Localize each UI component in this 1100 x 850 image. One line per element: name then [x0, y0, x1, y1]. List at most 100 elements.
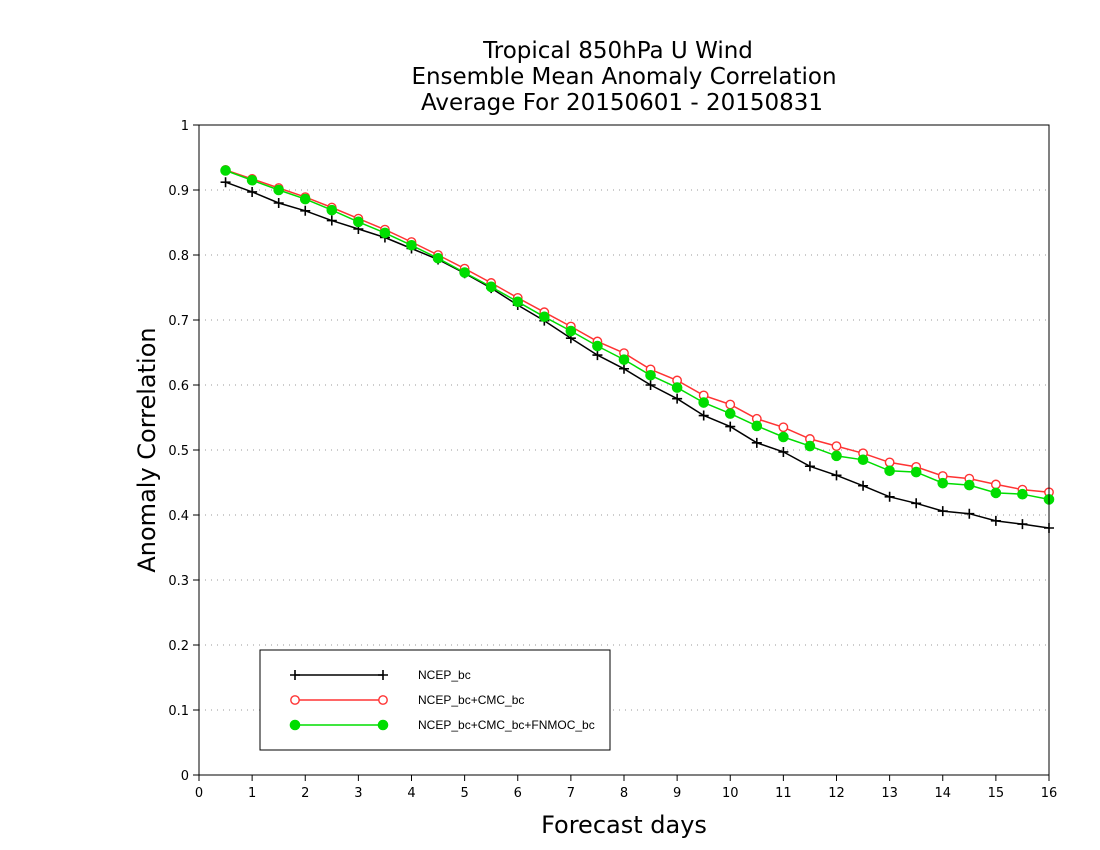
series-NCEP_bc+CMC_bc+FNMOC_bc [220, 165, 1055, 505]
x-tick-label: 0 [195, 786, 203, 801]
data-point [857, 454, 869, 466]
data-point [804, 440, 816, 452]
data-point [220, 177, 231, 188]
legend-label: NCEP_bc+CMC_bc+FNMOC_bc [418, 718, 595, 732]
y-tick-label: 0.1 [168, 704, 189, 719]
legend-item: NCEP_bc+CMC_bc+FNMOC_bc [289, 718, 595, 732]
y-tick-label: 0.6 [168, 379, 189, 394]
data-point [804, 461, 815, 472]
y-tick-label: 0 [181, 769, 189, 784]
data-point [884, 457, 895, 468]
data-point [326, 204, 338, 216]
data-point [645, 369, 656, 381]
data-point [751, 437, 762, 448]
x-tick-label: 10 [722, 786, 739, 801]
data-point [698, 410, 709, 421]
x-tick-label: 9 [673, 786, 681, 801]
data-point [1017, 519, 1028, 530]
data-point [778, 431, 789, 443]
data-point [1017, 488, 1028, 500]
data-point [990, 479, 1001, 490]
data-point [778, 422, 789, 433]
data-point [884, 465, 895, 477]
data-point [831, 470, 842, 481]
y-tick-label: 0.4 [168, 509, 189, 524]
data-point [220, 165, 231, 176]
data-point [751, 420, 763, 432]
legend-label: NCEP_bc [418, 668, 471, 682]
x-tick-label: 5 [460, 786, 468, 801]
legend-marker [289, 719, 301, 731]
y-tick-label: 0.3 [168, 574, 189, 589]
data-point [299, 193, 311, 205]
chart-title: Tropical 850hPa U Wind Ensemble Mean Ano… [411, 38, 836, 116]
gridlines [199, 189, 1049, 711]
data-point [990, 487, 1002, 499]
data-point [672, 393, 683, 404]
data-point [910, 466, 922, 478]
y-tick-label: 1 [181, 119, 189, 134]
data-point [831, 450, 842, 462]
x-tick-label: 16 [1041, 786, 1058, 801]
data-point [326, 215, 337, 226]
x-tick-label: 4 [407, 786, 415, 801]
y-tick-label: 0.9 [168, 184, 189, 199]
chart-title-line-1: Tropical 850hPa U Wind [482, 38, 753, 64]
data-point [725, 421, 736, 432]
legend-items: NCEP_bc NCEP_bc+CMC_bc NCEP_bc+CMC_bc+FNMO… [289, 668, 595, 732]
x-tick-label: 7 [567, 786, 575, 801]
y-tick-label: 0.2 [168, 639, 189, 654]
data-point [300, 205, 311, 216]
data-point [831, 441, 842, 451]
data-point [485, 281, 497, 293]
series-NCEP_bc+CMC_bc [220, 164, 1054, 498]
x-axis: 0 1 2 3 4 5 6 7 8 9 10 11 12 13 14 15 16 [195, 775, 1057, 801]
data-point [990, 515, 1001, 526]
data-point [698, 397, 709, 408]
legend: NCEP_bc NCEP_bc+CMC_bc NCEP_bc+CMC_bc+FNMO… [259, 649, 611, 751]
y-tick-label: 0.8 [168, 249, 189, 264]
data-point [618, 354, 630, 365]
data-point [273, 184, 284, 196]
y-axis: 0 0.1 0.2 0.3 0.4 0.5 0.6 0.7 0.8 0.9 1 [168, 119, 199, 784]
chart-title-line-3: Average For 20150601 - 20150831 [421, 90, 823, 116]
data-point [671, 382, 683, 393]
data-point [273, 198, 284, 208]
legend-item: NCEP_bc+CMC_bc [290, 693, 524, 707]
x-tick-label: 2 [301, 786, 309, 801]
data-point [937, 477, 949, 489]
legend-item: NCEP_bc [290, 668, 471, 682]
series-layer [220, 164, 1055, 533]
chart-title-line-2: Ensemble Mean Anomaly Correlation [411, 64, 836, 90]
data-point [964, 508, 975, 519]
y-axis-label: Anomaly Correlation [133, 327, 161, 572]
x-tick-label: 15 [988, 786, 1005, 801]
legend-marker [290, 670, 300, 680]
x-tick-label: 12 [828, 786, 845, 801]
data-point [645, 380, 656, 390]
legend-marker [378, 670, 388, 680]
data-point [406, 239, 417, 251]
data-point [459, 267, 470, 278]
data-point [246, 174, 258, 186]
data-point [778, 446, 789, 457]
data-point [964, 479, 975, 491]
data-point [353, 216, 364, 228]
legend-label: NCEP_bc+CMC_bc [418, 693, 524, 707]
x-tick-label: 1 [248, 786, 256, 801]
data-point [592, 340, 603, 352]
x-tick-label: 3 [354, 786, 362, 801]
data-point [911, 498, 922, 509]
y-tick-label: 0.7 [168, 314, 189, 329]
data-point [432, 252, 444, 264]
y-tick-label: 0.5 [168, 444, 189, 459]
data-point [725, 399, 736, 410]
data-point [724, 408, 736, 419]
x-tick-label: 11 [775, 786, 792, 801]
data-point [379, 227, 391, 239]
legend-marker [377, 719, 389, 731]
legend-marker [378, 695, 388, 705]
data-point [247, 186, 258, 197]
data-point [619, 363, 629, 374]
x-tick-label: 8 [620, 786, 628, 801]
